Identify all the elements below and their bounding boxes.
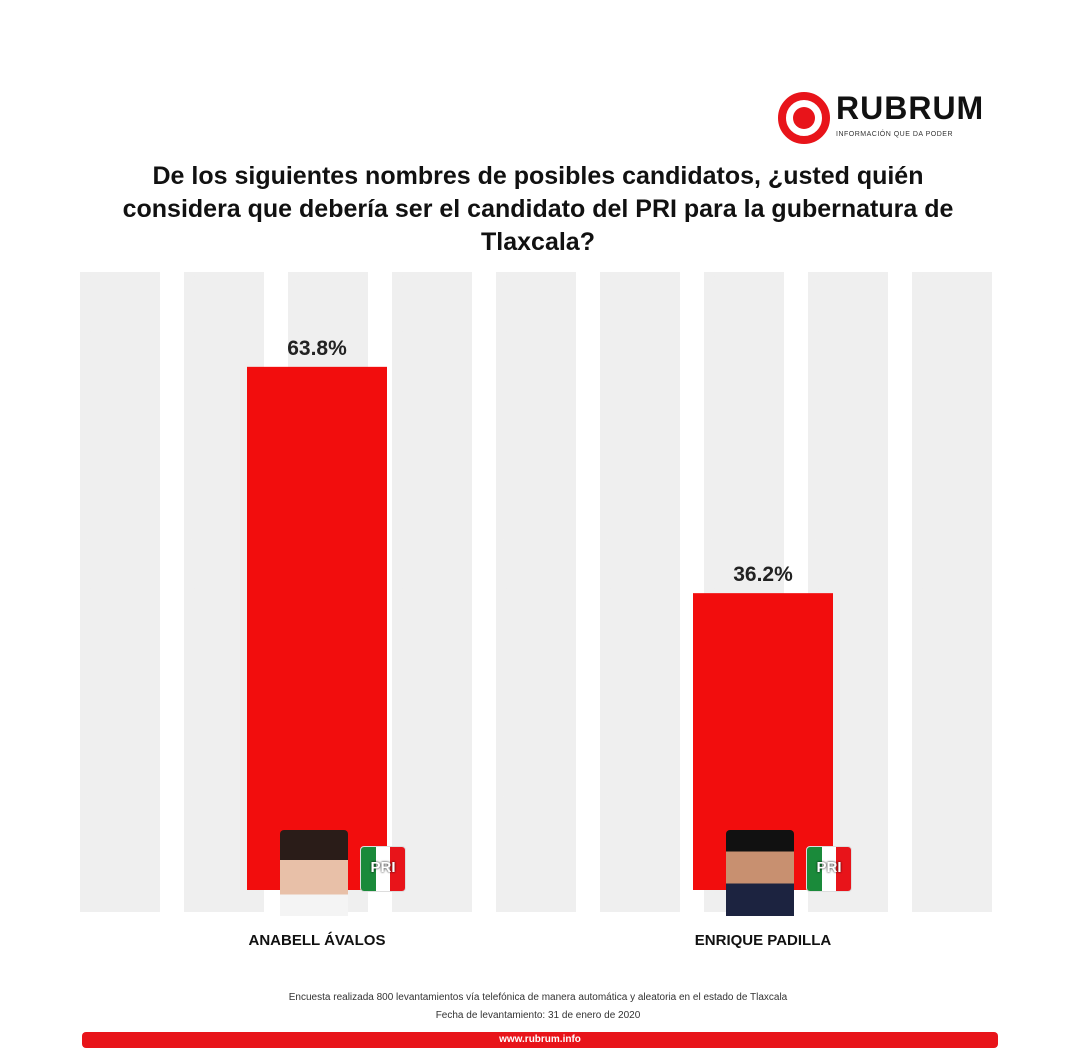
rubrum-logo: RUBRUM INFORMACIÓN QUE DA PODER [778,90,998,146]
candidate-photo-anabell [280,830,348,916]
data-label: 63.8% [287,337,347,360]
pri-logo-icon: PRI [806,846,852,892]
data-label: 36.2% [733,563,793,586]
category-label: ANABELL ÁVALOS [248,932,386,949]
category-label: ENRIQUE PADILLA [694,932,832,949]
survey-date: Fecha de levantamiento: 31 de enero de 2… [435,1010,641,1021]
methodology-note: Encuesta realizada 800 levantamientos ví… [288,992,788,1003]
candidate-photo-enrique [726,830,794,916]
watermark-pattern [80,272,1000,912]
chart-title: De los siguientes nombres de posibles ca… [122,162,954,256]
footer-url[interactable]: www.rubrum.info [82,1032,998,1048]
logo-wordmark: RUBRUM [836,90,985,126]
target-icon [778,92,830,144]
pri-logo-icon: PRI [360,846,406,892]
logo-tagline: INFORMACIÓN QUE DA PODER [836,131,954,138]
bar [247,366,387,891]
